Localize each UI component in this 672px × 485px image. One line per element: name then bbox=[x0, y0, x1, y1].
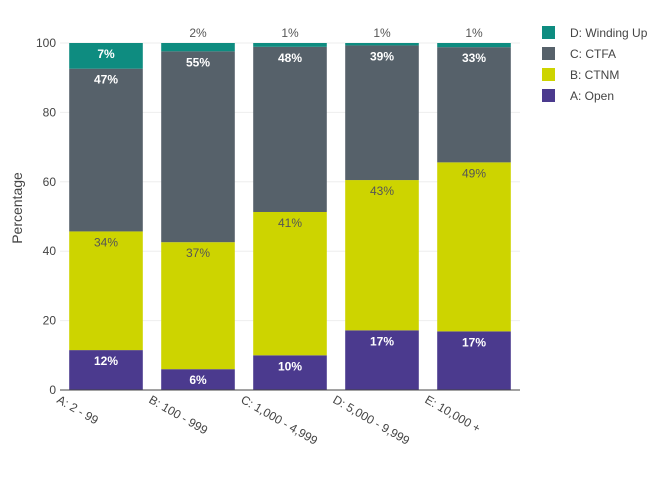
x-tick-label: A: 2 - 99 bbox=[55, 392, 102, 427]
data-label: 6% bbox=[189, 373, 207, 387]
bar-segment[interactable] bbox=[437, 47, 511, 163]
legend-label[interactable]: B: CTNM bbox=[570, 68, 619, 82]
data-label: 17% bbox=[462, 335, 486, 349]
legend-swatch[interactable] bbox=[542, 26, 555, 39]
legend-swatch[interactable] bbox=[542, 68, 555, 81]
y-tick-label: 80 bbox=[43, 105, 57, 119]
data-label: 10% bbox=[278, 359, 302, 373]
data-label: 34% bbox=[94, 235, 118, 249]
bar-segment[interactable] bbox=[69, 350, 143, 390]
x-tick-label: E: 10,000 + bbox=[423, 392, 483, 435]
bar-segment[interactable] bbox=[253, 211, 327, 356]
data-label: 47% bbox=[94, 73, 118, 87]
bar-segment[interactable] bbox=[69, 43, 143, 69]
x-tick-label: C: 1,000 - 4,999 bbox=[239, 392, 321, 447]
legend-label[interactable]: A: Open bbox=[570, 89, 614, 103]
y-tick-label: 40 bbox=[43, 244, 57, 258]
bar-segment[interactable] bbox=[161, 369, 235, 390]
data-label: 12% bbox=[94, 354, 118, 368]
data-label: 1% bbox=[373, 26, 391, 40]
bar-segment[interactable] bbox=[253, 46, 327, 212]
bar-segment[interactable] bbox=[345, 330, 419, 390]
bar-segment[interactable] bbox=[161, 43, 235, 52]
y-tick-label: 0 bbox=[49, 383, 56, 397]
data-label: 1% bbox=[465, 26, 483, 40]
data-label: 1% bbox=[281, 26, 299, 40]
data-labels: 12% 34% 47% 7% 6% 37% 55% 2% 10% 41% 48% 1% 17% 43% 39… bbox=[94, 26, 486, 387]
bar-segment[interactable] bbox=[345, 43, 419, 46]
legend-swatch[interactable] bbox=[542, 47, 555, 60]
y-tick-label: 100 bbox=[36, 36, 56, 50]
bars bbox=[69, 43, 511, 390]
x-tick-label: D: 5,000 - 9,999 bbox=[331, 392, 413, 447]
y-tick-label: 20 bbox=[43, 314, 57, 328]
legend-label[interactable]: D: Winding Up bbox=[570, 26, 648, 40]
data-label: 17% bbox=[370, 334, 394, 348]
bar-segment[interactable] bbox=[161, 51, 235, 243]
x-tick-label: B: 100 - 999 bbox=[147, 392, 211, 437]
data-label: 55% bbox=[186, 55, 210, 69]
data-label: 49% bbox=[462, 166, 486, 180]
bar-segment[interactable] bbox=[69, 68, 143, 232]
data-label: 33% bbox=[462, 51, 486, 65]
data-label: 41% bbox=[278, 216, 302, 230]
bar-segment[interactable] bbox=[253, 43, 327, 47]
bar-segment[interactable] bbox=[69, 231, 143, 351]
y-tick-label: 60 bbox=[43, 175, 57, 189]
data-label: 48% bbox=[278, 51, 302, 65]
legend[interactable]: D: Winding Up C: CTFA B: CTNM A: Open bbox=[542, 26, 648, 103]
y-axis-title: Percentage bbox=[9, 172, 25, 244]
bar-segment[interactable] bbox=[161, 242, 235, 370]
legend-swatch[interactable] bbox=[542, 89, 555, 102]
bar-segment[interactable] bbox=[253, 355, 327, 390]
bar-segment[interactable] bbox=[437, 331, 511, 390]
data-label: 2% bbox=[189, 26, 207, 40]
bar-segment[interactable] bbox=[345, 180, 419, 331]
data-label: 43% bbox=[370, 184, 394, 198]
bar-segment[interactable] bbox=[437, 162, 511, 332]
bar-segment[interactable] bbox=[345, 45, 419, 181]
bar-segment[interactable] bbox=[437, 43, 511, 48]
data-label: 39% bbox=[370, 49, 394, 63]
data-label: 7% bbox=[97, 47, 115, 61]
legend-label[interactable]: C: CTFA bbox=[570, 47, 616, 61]
data-label: 37% bbox=[186, 246, 210, 260]
